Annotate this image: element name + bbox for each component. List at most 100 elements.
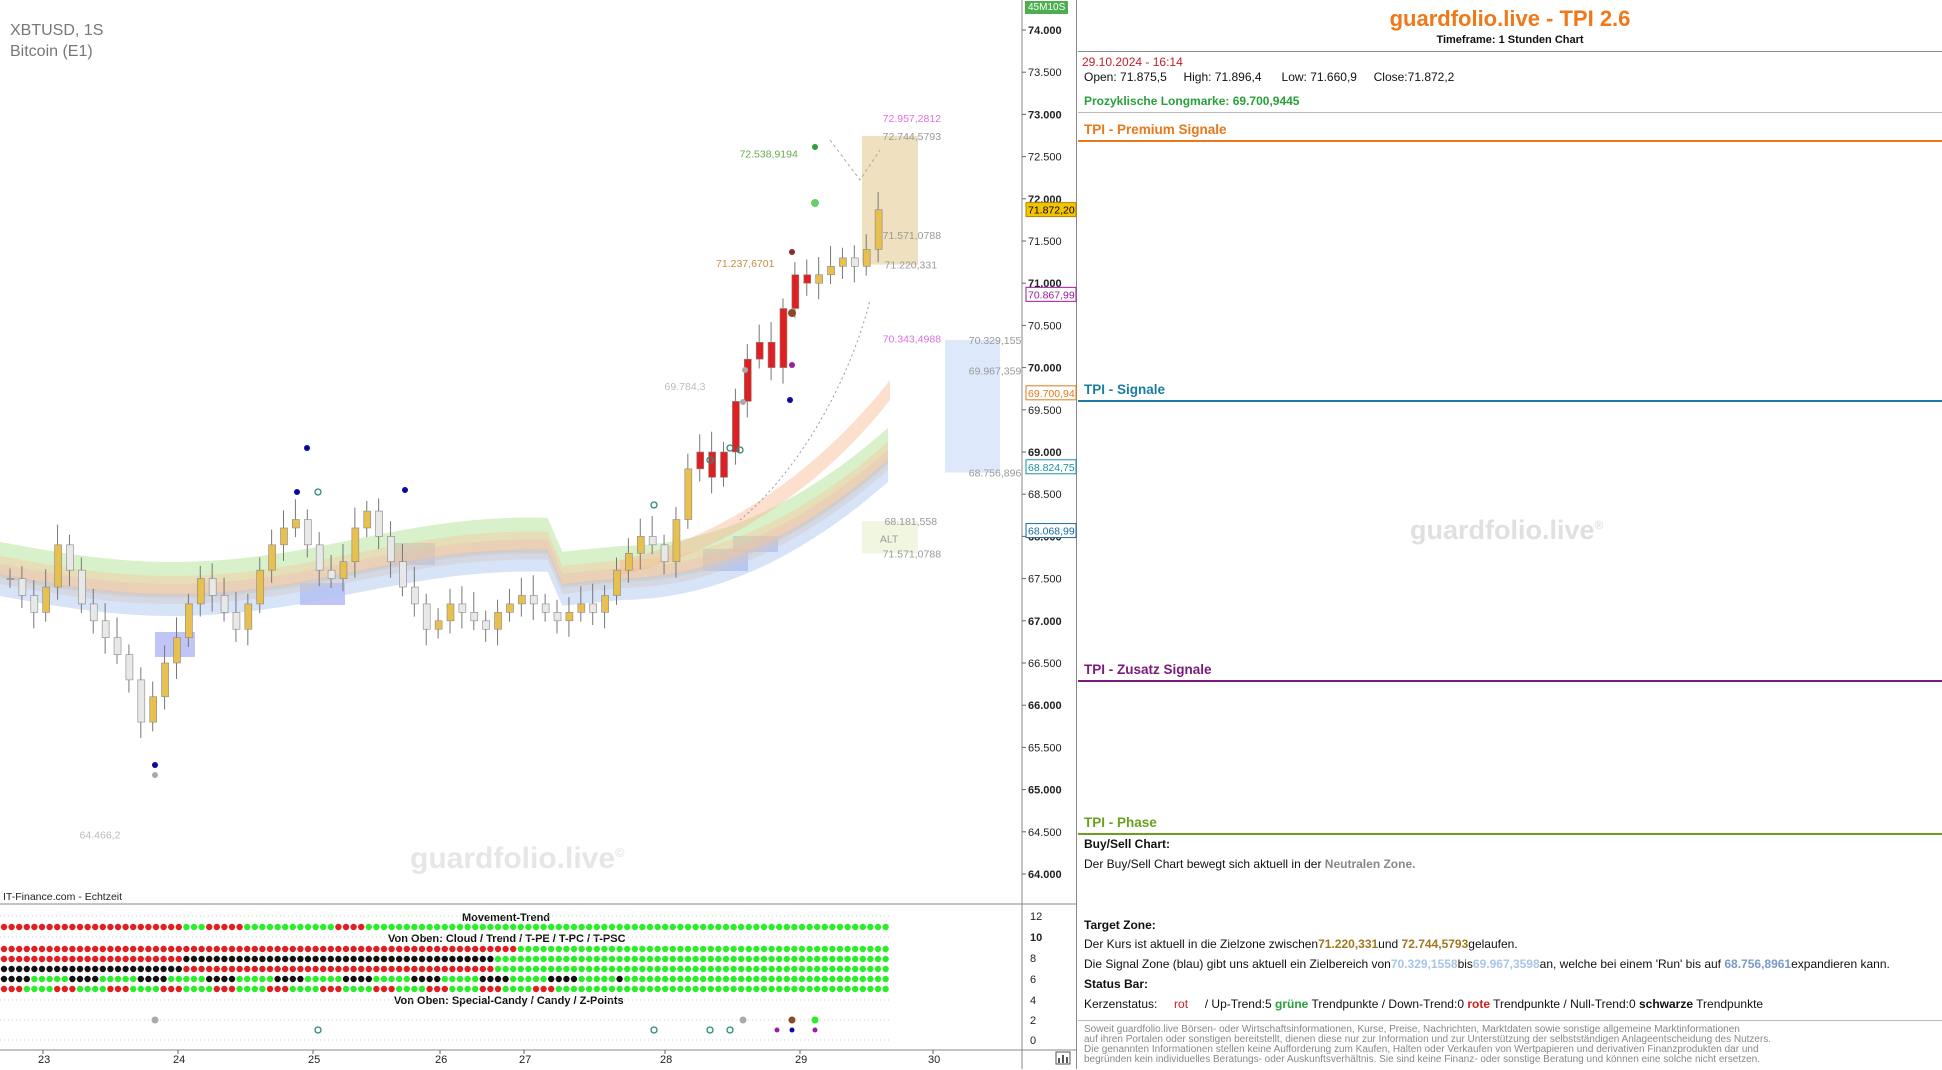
candle-body	[66, 544, 74, 571]
indicator-dot	[669, 975, 676, 983]
indicator-dot	[707, 965, 714, 973]
chart-settings-icon[interactable]	[1055, 1051, 1071, 1065]
indicator-dot	[69, 945, 76, 953]
indicator-dot	[814, 923, 821, 931]
indicator-dot	[821, 923, 828, 931]
price-tag	[1025, 459, 1077, 475]
indicator-dot	[601, 923, 608, 931]
indicator-dot	[570, 985, 578, 993]
panel-watermark: guardfolio.live®	[1410, 515, 1604, 545]
indicator-dot	[532, 975, 540, 983]
chart-panel[interactable]: 74.000 73.500 73.000 72.500 72.000 71.500 71.0…	[0, 0, 1077, 1069]
indicator-dot	[829, 965, 836, 973]
indicator-dot	[145, 965, 152, 973]
indicator-dot	[548, 923, 555, 931]
indicator-dot	[730, 965, 737, 973]
indicator-dot	[669, 923, 676, 931]
indicator-dot	[814, 965, 821, 973]
indicator-dot	[525, 965, 532, 973]
indicator-dot	[441, 965, 448, 973]
candle-body	[101, 620, 110, 638]
indicator-dot	[669, 985, 676, 993]
indicator-dot	[487, 965, 494, 973]
indicator-dot	[844, 945, 851, 953]
indicator-dot	[54, 985, 61, 993]
signal-zone	[945, 339, 1000, 473]
indicator-dot	[92, 975, 99, 983]
candle-body	[351, 527, 360, 563]
candle-body	[78, 569, 86, 605]
indicator-dot	[251, 955, 258, 963]
indicator-dot	[760, 945, 768, 953]
indicator-dot	[798, 975, 806, 983]
indicator-dot	[92, 955, 99, 963]
indicator-dot	[426, 923, 433, 931]
indicator-dot	[168, 923, 175, 931]
indicator-dot	[578, 965, 585, 973]
indicator-dot	[426, 965, 433, 973]
indicator-dot	[639, 975, 646, 983]
indicator-dot	[760, 975, 768, 983]
candle-body	[708, 451, 716, 478]
indicator-dot	[608, 923, 616, 931]
indicator-dot	[563, 945, 570, 953]
indicator-dot	[829, 985, 836, 993]
indicator-dot	[403, 955, 410, 963]
indicator-dot	[327, 945, 334, 953]
indicator-dot	[608, 985, 616, 993]
indicator-dot	[251, 965, 258, 973]
candle-body	[256, 569, 265, 605]
indicator-dot	[365, 965, 372, 973]
indicator-dot	[692, 945, 699, 953]
signal-text: Die Signal Zone (blau) gibt uns aktuell …	[1084, 957, 1890, 971]
disclaimer-line-2: auf ihren Portalen oder sonstigen bereit…	[1084, 1034, 1772, 1045]
indicator-dot	[806, 955, 813, 963]
indicator-dot	[464, 955, 471, 963]
indicator-dot	[160, 955, 167, 963]
indicator-dot	[517, 975, 524, 983]
indicator-dot	[92, 945, 99, 953]
indicator-dot	[768, 965, 775, 973]
candle-body	[399, 561, 407, 588]
indicator-dot	[677, 955, 684, 963]
indicator-dot	[540, 985, 547, 993]
indicator-dot	[380, 923, 388, 931]
indicator-dot	[760, 985, 768, 993]
indicator-dot	[183, 955, 190, 963]
indicator-dot	[525, 923, 532, 931]
indicator-dot	[738, 955, 745, 963]
indicator-dot	[715, 985, 722, 993]
indicator-dot	[213, 923, 220, 931]
price-label: 72.500	[1028, 152, 1062, 164]
indicator-dot	[624, 945, 631, 953]
price-annotation: 71.220,331	[885, 260, 938, 272]
indicator-dot	[836, 923, 844, 931]
price-annotation: 68.181,558	[885, 516, 938, 528]
indicator-dot	[578, 955, 585, 963]
price-annotation: 64.466,2	[80, 830, 121, 842]
indicator-dot	[282, 965, 289, 973]
candle-body	[601, 595, 609, 613]
indicator-dot	[130, 955, 137, 963]
indicator-dot	[738, 945, 745, 953]
indicator-dot	[16, 965, 23, 973]
indicator-dot	[791, 923, 798, 931]
indicator-dot	[213, 965, 220, 973]
indicator-dot	[548, 975, 555, 983]
indicator-dot	[662, 955, 669, 963]
indicator-dot	[418, 985, 426, 993]
indicator-dot	[244, 945, 251, 953]
indicator-dot	[555, 965, 562, 973]
indicator-dot	[548, 955, 555, 963]
indicator-dot	[160, 945, 167, 953]
price-chart[interactable]: 74.00073.50073.00072.50072.00071.50071.0…	[0, 0, 1077, 1069]
indicator-dot	[814, 985, 821, 993]
timeframe-badge[interactable]: 45M10S	[1025, 1, 1069, 14]
indicator-dot	[0, 945, 8, 953]
indicator-dot	[479, 945, 486, 953]
indicator-dot	[31, 975, 38, 983]
indicator-dot	[373, 955, 380, 963]
indicator-dot	[707, 955, 714, 963]
candle-body	[791, 274, 800, 309]
indicator-dot	[738, 975, 745, 983]
